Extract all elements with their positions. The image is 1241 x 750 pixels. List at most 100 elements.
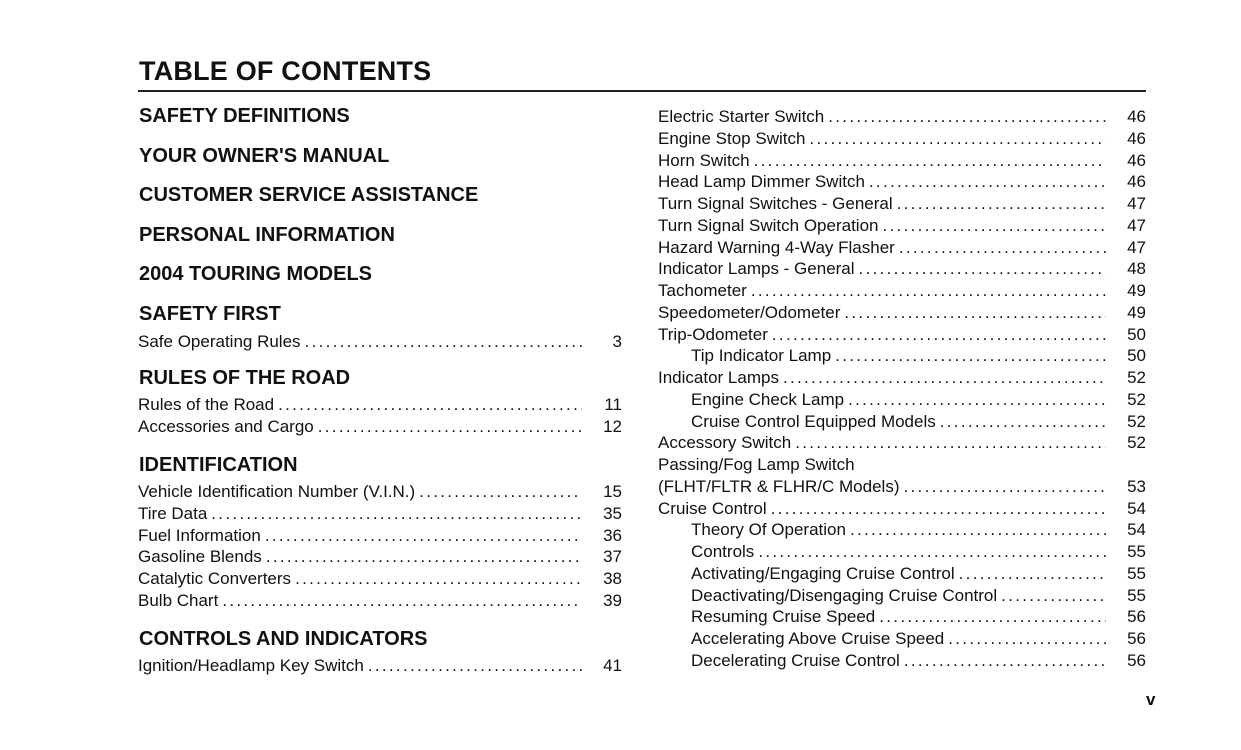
page-number: v [1146, 690, 1156, 709]
toc-entry-label: Deactivating/Disengaging Cruise Control [691, 585, 998, 605]
section-heading[interactable]: YOUR OWNER'S MANUAL [139, 145, 390, 167]
toc-entry[interactable]: Tachometer..............................… [658, 280, 1146, 302]
toc-entry-label: Turn Signal Switch Operation [658, 215, 879, 235]
toc-entry-label: Indicator Lamps [658, 368, 779, 387]
toc-entry[interactable]: Safe Operating Rules....................… [138, 331, 622, 353]
toc-entry[interactable]: Speedometer/Odometer....................… [658, 302, 1146, 324]
toc-entry[interactable]: Horn Switch.............................… [658, 150, 1146, 172]
dot-leader: ........................................… [828, 107, 1106, 126]
toc-entry[interactable]: Resuming Cruise Speed...................… [691, 606, 1146, 628]
toc-entry-page: 52 [1127, 433, 1146, 453]
toc-entry[interactable]: Trip-Odometer...........................… [658, 324, 1146, 346]
toc-entry[interactable]: Accelerating Above Cruise Speed.........… [691, 628, 1146, 650]
section-heading[interactable]: PERSONAL INFORMATION [139, 224, 395, 246]
toc-entry-label: Accessories and Cargo [138, 417, 314, 436]
toc-entry-label: Resuming Cruise Speed [691, 607, 876, 627]
title-rule [138, 90, 1146, 92]
toc-entry-page: 55 [1127, 563, 1146, 583]
toc-entry[interactable]: Controls................................… [691, 541, 1146, 563]
toc-entry[interactable]: Cruise Control..........................… [658, 498, 1146, 520]
toc-entry-page: 56 [1127, 607, 1146, 627]
dot-leader: ........................................… [903, 476, 1107, 496]
section-heading[interactable]: SAFETY DEFINITIONS [139, 105, 350, 127]
toc-entry[interactable]: Catalytic Converters....................… [138, 568, 622, 590]
toc-entry-page: 35 [603, 504, 622, 523]
toc-entry-page: 11 [604, 395, 622, 414]
toc-entry[interactable]: Indicator Lamps - General...............… [658, 258, 1146, 280]
toc-entry-page: 38 [603, 569, 622, 588]
toc-entry[interactable]: Theory Of Operation.....................… [691, 519, 1146, 541]
dot-leader: ........................................… [317, 417, 582, 436]
toc-entry-label: Bulb Chart [138, 591, 219, 610]
toc-entry[interactable]: Accessories and Cargo...................… [138, 416, 622, 438]
dot-leader: ........................................… [898, 237, 1106, 257]
section-heading[interactable]: 2004 TOURING MODELS [139, 263, 373, 285]
toc-entry[interactable]: Rules of the Road.......................… [138, 394, 622, 416]
dot-leader: ........................................… [868, 172, 1106, 192]
section-heading[interactable]: CUSTOMER SERVICE ASSISTANCE [139, 184, 479, 206]
toc-entry-label: Accelerating Above Cruise Speed [691, 629, 945, 648]
section-heading[interactable]: IDENTIFICATION [139, 454, 298, 476]
toc-entry-page: 56 [1127, 650, 1146, 670]
toc-entry[interactable]: Deactivating/Disengaging Cruise Control.… [691, 585, 1146, 607]
toc-entry-page: 49 [1127, 302, 1146, 322]
toc-entry[interactable]: Gasoline Blends.........................… [138, 546, 622, 568]
dot-leader: ........................................… [1001, 585, 1106, 605]
dot-leader: ........................................… [419, 482, 582, 501]
toc-entry-page: 37 [603, 547, 622, 566]
dot-leader: ........................................… [948, 629, 1106, 648]
toc-entry-label: Fuel Information [138, 526, 261, 545]
dot-leader: ........................................… [265, 547, 582, 566]
toc-entry-label: Vehicle Identification Number (V.I.N.) [138, 482, 416, 501]
section-heading[interactable]: CONTROLS AND INDICATORS [139, 628, 428, 650]
dot-leader: ........................................… [211, 504, 582, 523]
toc-entry-label: Rules of the Road [138, 395, 275, 414]
toc-entry-page: 52 [1127, 411, 1146, 431]
toc-entry-label: Theory Of Operation [691, 520, 846, 540]
toc-entry-label: Hazard Warning 4-Way Flasher [658, 237, 895, 257]
toc-entry[interactable]: (FLHT/FLTR & FLHR/C Models).............… [658, 476, 1146, 498]
dot-leader: ........................................… [771, 324, 1106, 344]
toc-entry[interactable]: Fuel Information........................… [138, 525, 622, 547]
dot-leader: ........................................… [958, 563, 1106, 583]
toc-entry-page: 53 [1127, 476, 1146, 496]
section-heading[interactable]: SAFETY FIRST [139, 303, 281, 325]
toc-entry-page: 41 [603, 656, 622, 675]
toc-entry[interactable]: Engine Check Lamp.......................… [691, 389, 1146, 411]
toc-entry-label: Trip-Odometer [658, 324, 768, 344]
toc-entry[interactable]: Bulb Chart..............................… [138, 590, 622, 612]
toc-entry-label: Cruise Control Equipped Models [691, 411, 936, 431]
toc-entry-page: 46 [1127, 107, 1146, 126]
toc-entry[interactable]: Indicator Lamps.........................… [658, 367, 1146, 389]
toc-entry[interactable]: Hazard Warning 4-Way Flasher............… [658, 237, 1146, 259]
toc-entry-label: (FLHT/FLTR & FLHR/C Models) [658, 476, 900, 496]
toc-entry[interactable]: Turn Signal Switch Operation............… [658, 215, 1146, 237]
dot-leader: ........................................… [903, 650, 1106, 670]
toc-entry[interactable]: Tip Indicator Lamp......................… [691, 345, 1146, 367]
dot-leader: ........................................… [222, 591, 582, 610]
toc-entry[interactable]: Engine Stop Switch......................… [658, 128, 1146, 150]
dot-leader: ........................................… [304, 332, 582, 351]
section-heading[interactable]: RULES OF THE ROAD [139, 367, 351, 389]
toc-entry-label: Gasoline Blends [138, 547, 262, 566]
toc-entry[interactable]: Turn Signal Switches - General..........… [658, 193, 1146, 215]
dot-leader: ........................................… [758, 542, 1106, 561]
toc-entry[interactable]: Activating/Engaging Cruise Control......… [691, 563, 1146, 585]
toc-entry[interactable]: Decelerating Cruise Control.............… [691, 650, 1146, 672]
page-title: TABLE OF CONTENTS [139, 56, 432, 86]
toc-entry[interactable]: Vehicle Identification Number (V.I.N.)..… [138, 481, 622, 503]
toc-entry[interactable]: Cruise Control Equipped Models..........… [691, 411, 1146, 433]
toc-entry-label: Cruise Control [658, 498, 767, 518]
toc-entry[interactable]: Tire Data...............................… [138, 503, 622, 525]
toc-entry-page: 50 [1127, 324, 1146, 344]
toc-entry-label: Passing/Fog Lamp Switch [658, 455, 855, 474]
toc-entry[interactable]: Accessory Switch........................… [658, 432, 1146, 454]
toc-entry[interactable]: Ignition/Headlamp Key Switch............… [138, 655, 622, 677]
toc-entry-page: 52 [1127, 368, 1146, 387]
toc-entry[interactable]: Passing/Fog Lamp Switch [658, 454, 1146, 476]
dot-leader: ........................................… [809, 128, 1106, 148]
toc-entry[interactable]: Head Lamp Dimmer Switch.................… [658, 171, 1146, 193]
toc-entry-page: 46 [1127, 128, 1146, 148]
toc-entry-page: 55 [1127, 542, 1146, 561]
toc-entry[interactable]: Electric Starter Switch.................… [658, 106, 1146, 128]
